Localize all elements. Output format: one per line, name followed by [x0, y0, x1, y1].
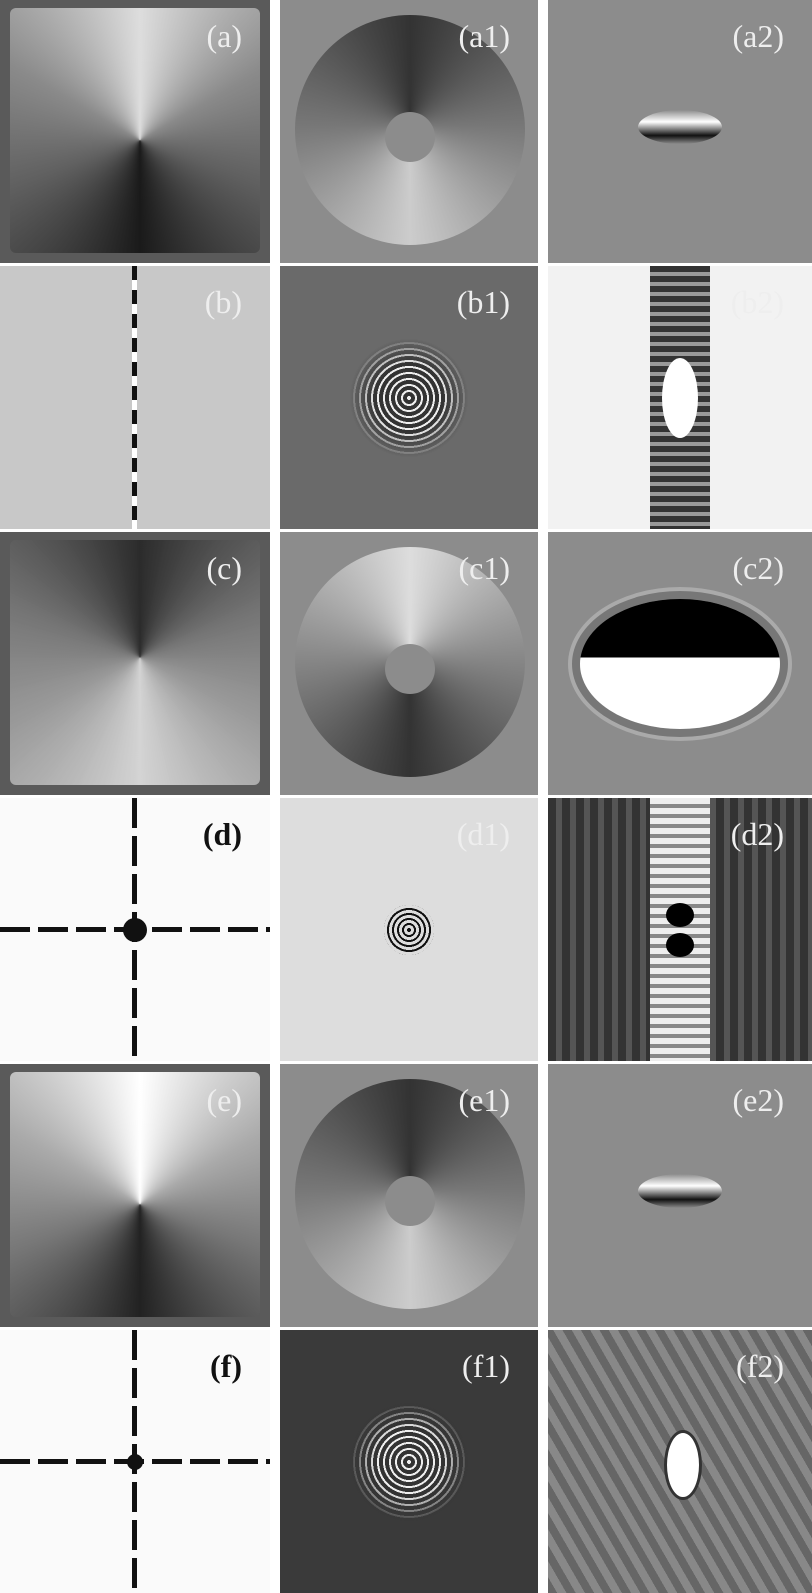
panel-label: (f1) — [462, 1348, 510, 1385]
panel-label: (a) — [206, 18, 242, 55]
panel-label: (b2) — [731, 284, 784, 321]
panel: (f1) — [280, 1330, 538, 1593]
panel-label: (b) — [205, 284, 242, 321]
panel-label: (a1) — [458, 18, 510, 55]
panel-label: (d2) — [731, 816, 784, 853]
panel-label: (f2) — [736, 1348, 784, 1385]
panel: (b1) — [280, 266, 538, 529]
panel-label: (e2) — [732, 1082, 784, 1119]
panel-label: (d1) — [457, 816, 510, 853]
panel: (a2) — [548, 0, 812, 263]
panel: (d2) — [548, 798, 812, 1061]
panel-label: (c2) — [732, 550, 784, 587]
panel: (c) — [0, 532, 270, 795]
panel: (e) — [0, 1064, 270, 1327]
panel-label: (e) — [206, 1082, 242, 1119]
panel: (b2) — [548, 266, 812, 529]
panel: (a1) — [280, 0, 538, 263]
panel: (d1) — [280, 798, 538, 1061]
panel: (c2) — [548, 532, 812, 795]
panel-label: (d) — [203, 816, 242, 853]
panel-label: (c1) — [458, 550, 510, 587]
figure: (a) (a1) (a2) (b) (b1) (b2) (c) (c1) (c2… — [0, 0, 812, 1593]
panel: (f) — [0, 1330, 270, 1593]
panel: (b) — [0, 266, 270, 529]
panel: (e1) — [280, 1064, 538, 1327]
panel: (a) — [0, 0, 270, 263]
panel: (e2) — [548, 1064, 812, 1327]
panel: (d) — [0, 798, 270, 1061]
panel-label: (b1) — [457, 284, 510, 321]
panel: (c1) — [280, 532, 538, 795]
panel-label: (f) — [210, 1348, 242, 1385]
panel-label: (c) — [206, 550, 242, 587]
panel-label: (a2) — [732, 18, 784, 55]
panel: (f2) — [548, 1330, 812, 1593]
panel-label: (e1) — [458, 1082, 510, 1119]
